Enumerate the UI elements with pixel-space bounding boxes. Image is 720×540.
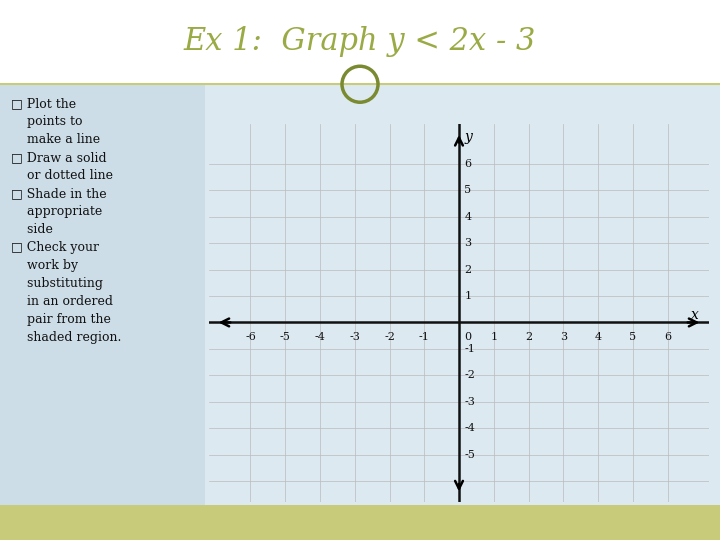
Text: 4: 4	[464, 212, 472, 222]
Text: -5: -5	[464, 450, 475, 460]
Text: Ex 1:  Graph y < 2x - 3: Ex 1: Graph y < 2x - 3	[184, 26, 536, 57]
Text: 5: 5	[464, 185, 472, 195]
Text: 6: 6	[464, 159, 472, 169]
Text: -1: -1	[419, 333, 430, 342]
Text: 3: 3	[559, 333, 567, 342]
Text: 4: 4	[595, 333, 602, 342]
Text: 5: 5	[629, 333, 636, 342]
Bar	[0, 84, 205, 505]
Text: -2: -2	[384, 333, 395, 342]
Text: □ Plot the
    points to
    make a line
□ Draw a solid
    or dotted line
□ Sha: □ Plot the points to make a line □ Draw …	[11, 97, 121, 344]
Bar	[0, 0, 720, 84]
Text: -2: -2	[464, 370, 475, 380]
Bar	[0, 84, 720, 505]
Text: 6: 6	[664, 333, 671, 342]
Text: 3: 3	[464, 238, 472, 248]
Text: 2: 2	[464, 265, 472, 274]
Text: -1: -1	[464, 344, 475, 354]
Text: -5: -5	[280, 333, 291, 342]
Bar	[0, 505, 720, 540]
Text: 0: 0	[464, 333, 472, 342]
Text: -3: -3	[349, 333, 360, 342]
Text: -3: -3	[464, 397, 475, 407]
Text: 1: 1	[464, 291, 472, 301]
Text: -6: -6	[245, 333, 256, 342]
Text: y: y	[465, 131, 472, 144]
Text: -4: -4	[464, 423, 475, 433]
Text: x: x	[691, 308, 699, 322]
Text: 2: 2	[525, 333, 532, 342]
Text: 1: 1	[490, 333, 498, 342]
Text: -4: -4	[315, 333, 325, 342]
